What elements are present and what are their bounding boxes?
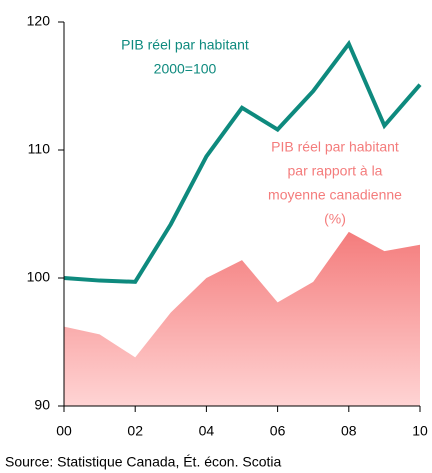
x-tick-label: 10 [412,423,428,439]
x-tick-label: 02 [127,423,143,439]
x-tick-label: 08 [341,423,357,439]
x-tick-label: 00 [56,423,72,439]
x-tick-label: 04 [199,423,215,439]
annotation: moyenne canadienne [268,187,402,203]
y-tick-label: 120 [27,13,51,29]
annotation: PIB réel par habitant [121,37,249,53]
annotation: PIB réel par habitant [271,139,399,155]
x-tick-label: 06 [270,423,286,439]
source: Source: Statistique Canada, Ét. écon. Sc… [5,454,281,470]
y-tick-label: 110 [28,141,51,157]
annotation: par rapport à la [288,163,383,179]
line [63,39,422,284]
annotation: (%) [324,211,346,227]
annotation: 2000=100 [154,61,217,77]
y-tick-label: 90 [34,397,50,413]
y-tick-label: 100 [27,269,51,285]
area [64,231,420,406]
